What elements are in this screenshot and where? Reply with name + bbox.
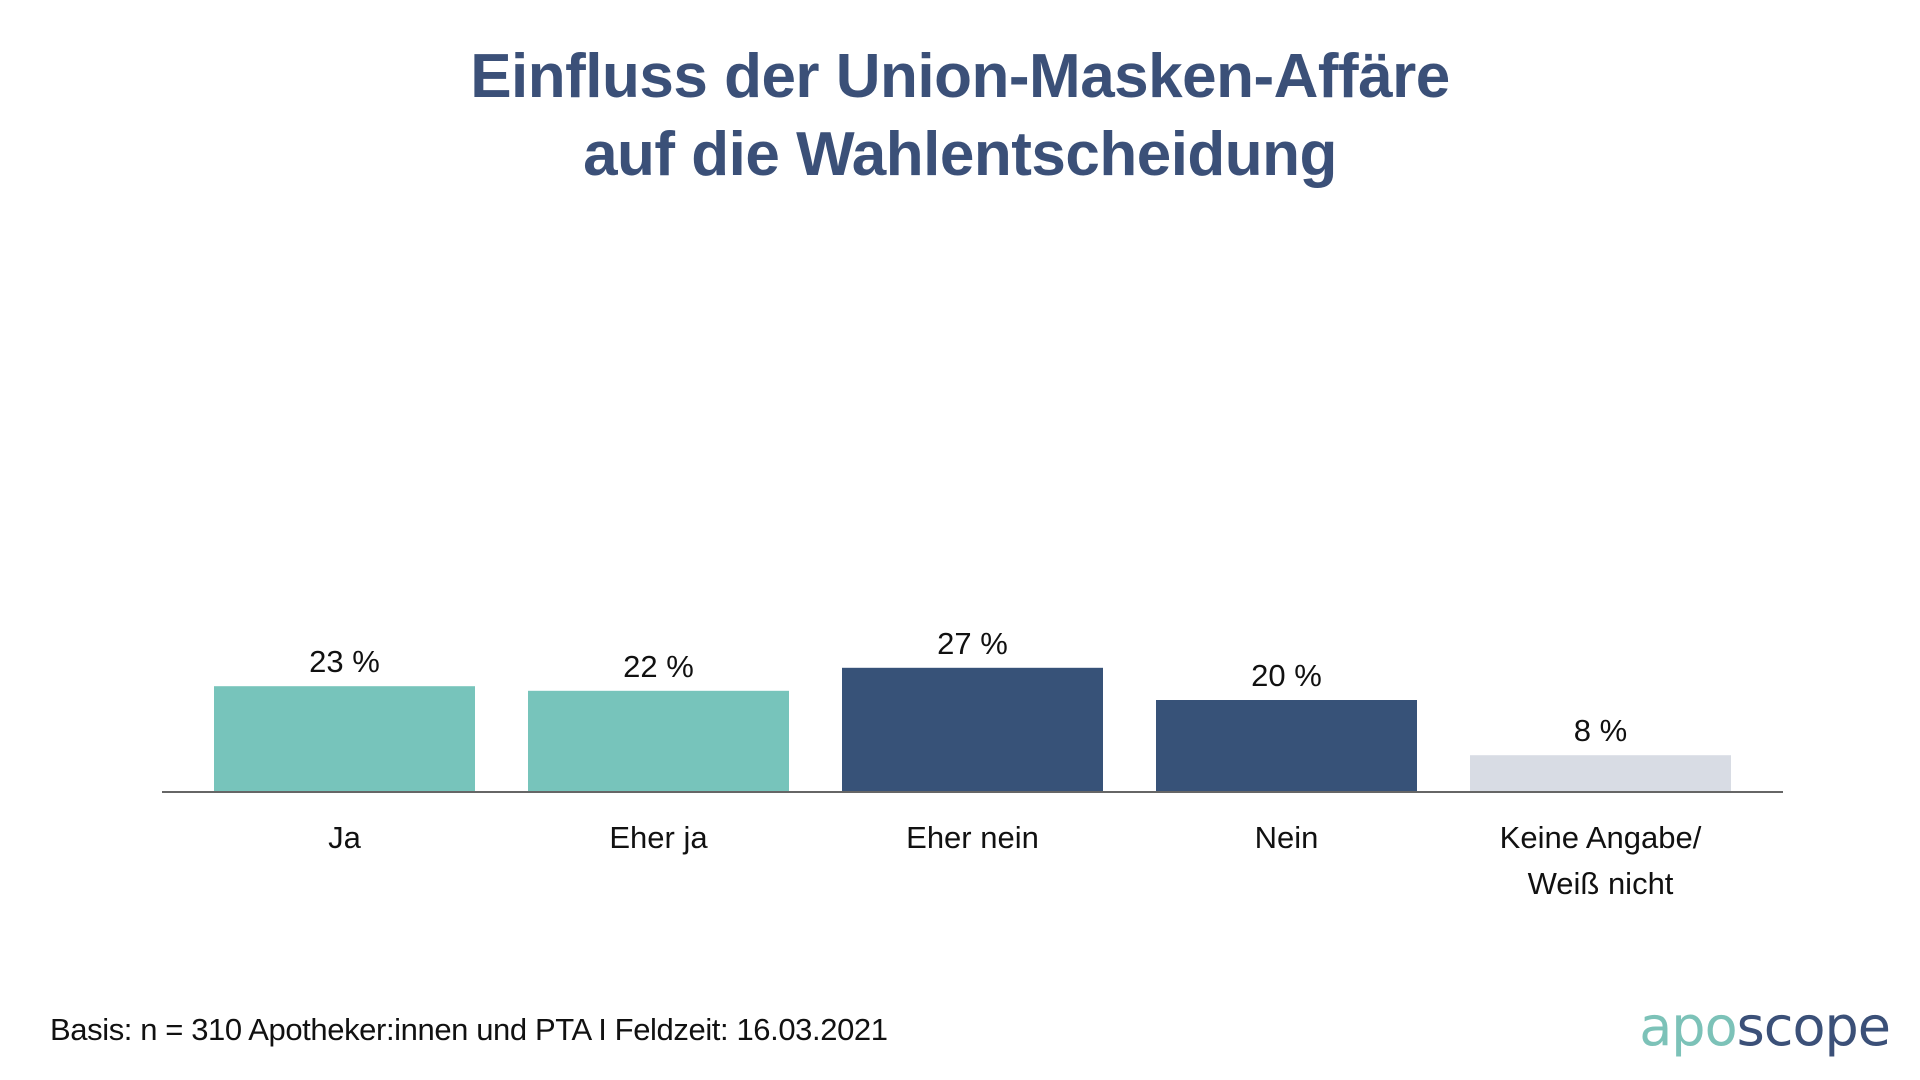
category-label-3: Nein: [1255, 820, 1319, 855]
title-line-1: Einfluss der Union-Masken-Affäre: [470, 42, 1450, 111]
data-label-0: 23 %: [309, 644, 380, 679]
data-label-4: 8 %: [1574, 713, 1627, 748]
category-label-4-line-2: Weiß nicht: [1528, 866, 1674, 901]
footer-note: Basis: n = 310 Apotheker:innen und PTA I…: [50, 1012, 888, 1047]
category-label-4: Keine Angabe/: [1500, 820, 1702, 855]
data-label-1: 22 %: [623, 649, 694, 684]
logo-part-apo: apo: [1639, 995, 1737, 1058]
title-line-2: auf die Wahlentscheidung: [583, 120, 1337, 189]
bar-chart: 23 % Ja 22 % Eher ja 27 % Eher nein 20 % Nein 8 …: [162, 626, 1783, 901]
category-label-1: Eher ja: [609, 820, 708, 855]
aposcope-logo: aposcope: [1639, 995, 1891, 1058]
chart-title: Einfluss der Union-Masken-Affäre auf die…: [0, 38, 1920, 194]
category-label-0: Ja: [328, 820, 362, 855]
bar-3: [1156, 700, 1417, 792]
logo-part-scope: scope: [1736, 995, 1891, 1058]
bar-1: [528, 690, 789, 792]
data-label-3: 20 %: [1251, 658, 1322, 693]
bar-2: [842, 667, 1103, 792]
category-label-2: Eher nein: [906, 820, 1039, 855]
bar-4: [1470, 755, 1731, 792]
data-label-2: 27 %: [937, 626, 1008, 661]
bar-0: [214, 686, 475, 792]
